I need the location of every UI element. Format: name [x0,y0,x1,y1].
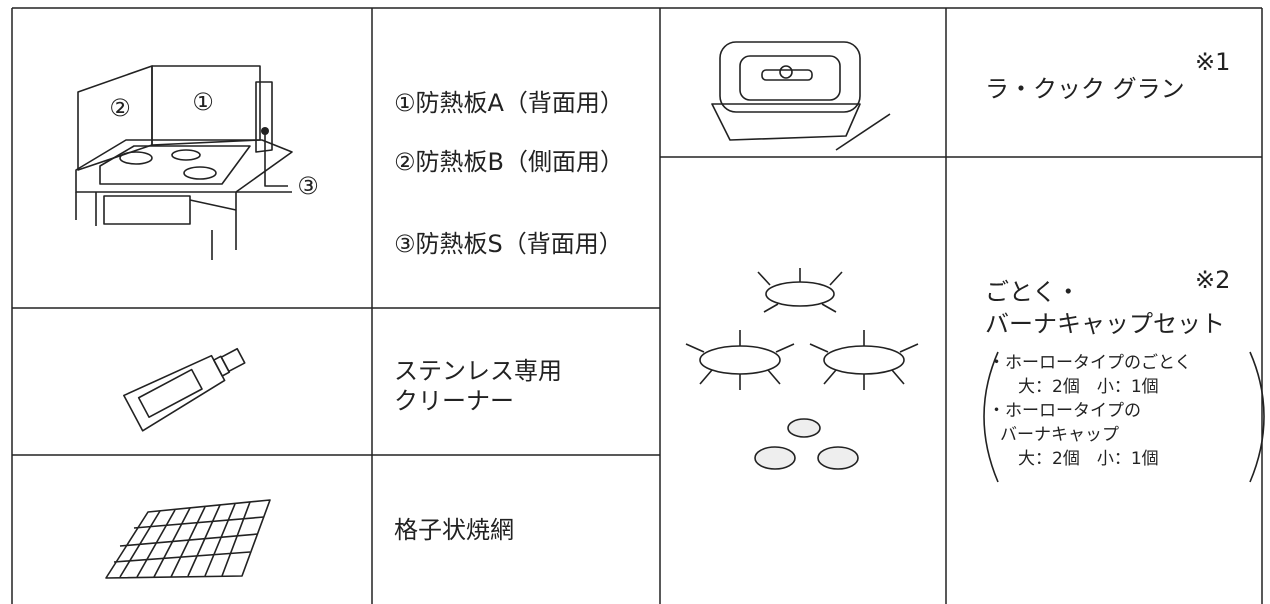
item-label: ①防熱板A（背面用） [394,89,624,117]
bracket [983,351,999,483]
item-label: 格子状焼網 [394,516,514,544]
item-label: バーナキャップセット [985,310,1225,338]
detail-line: バーナキャップ [1000,425,1119,445]
item-label: ②防熱板B（側面用） [394,148,624,176]
cleaner-illustration [123,347,246,432]
item-label: ごとく・ [985,278,1080,306]
illustration-label: ③ [297,172,319,200]
item-label: ③防熱板S（背面用） [394,230,623,258]
item-label: ラ・クック グラン [985,75,1185,103]
note-mark: ※2 [1195,266,1230,294]
illustration-label: ① [192,88,214,116]
illustration-label: ② [109,94,131,122]
bracket [1249,351,1265,483]
detail-line: 大：2個 小：1個 [1018,449,1159,469]
heat-shield-illustration [75,65,293,260]
grill-net-illustration [105,499,271,579]
detail-line: 大：2個 小：1個 [1018,377,1159,397]
note-mark: ※1 [1195,48,1230,76]
detail-line: ・ホーロータイプの [988,401,1141,421]
detail-line: ・ホーロータイプのごとく [988,353,1192,373]
item-label: クリーナー [394,387,514,415]
trivet-illustration [685,268,919,470]
table-grid [11,7,1263,604]
la-cook-illustration [711,41,891,151]
item-label: ステンレス専用 [394,357,562,385]
